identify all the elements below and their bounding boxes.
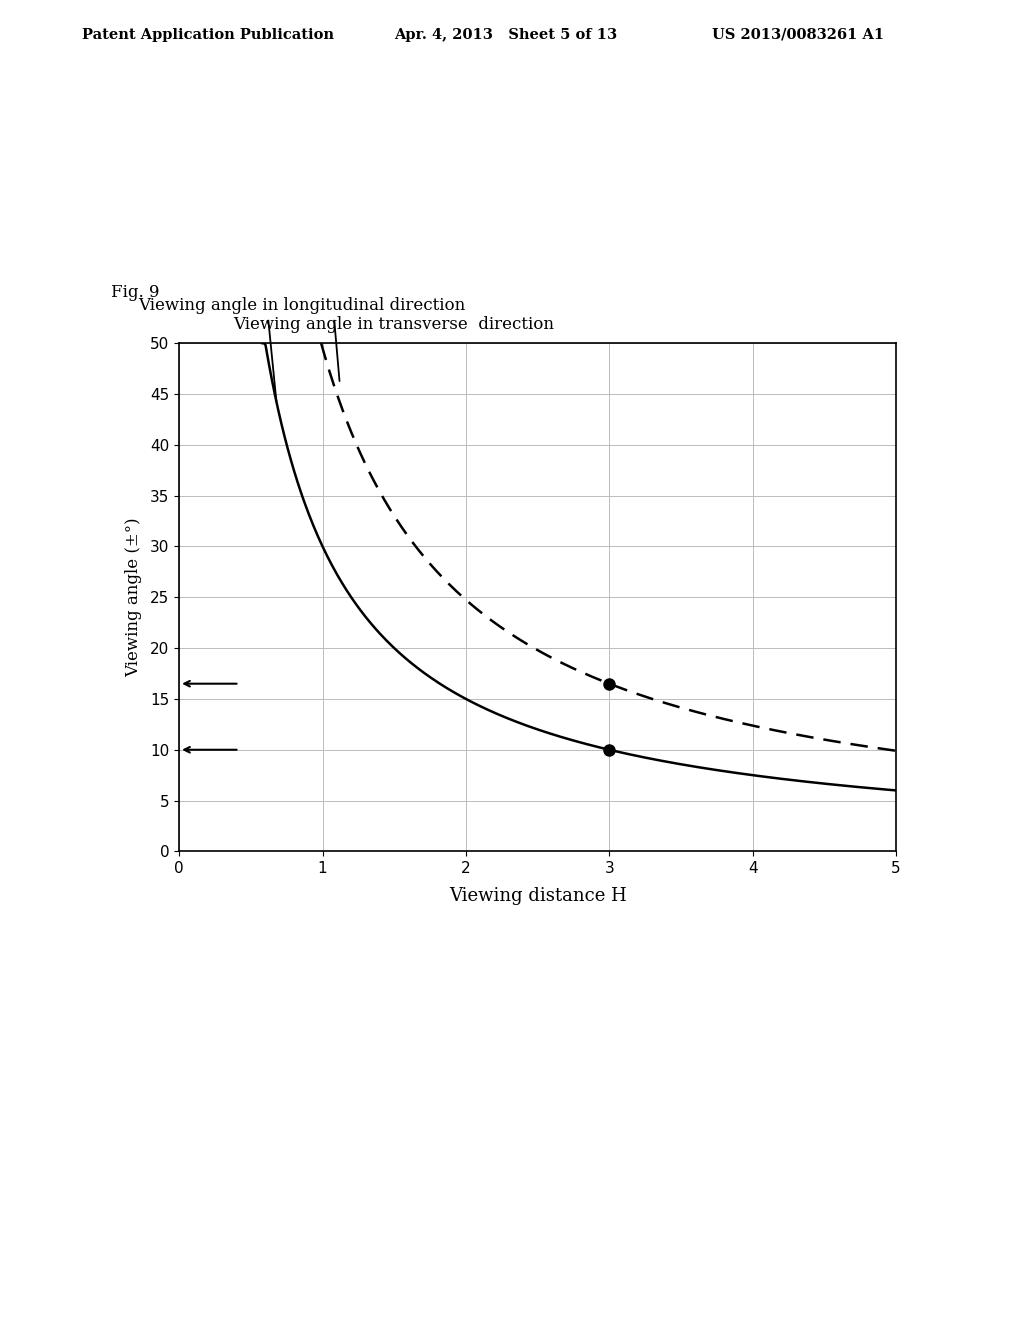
Text: Apr. 4, 2013   Sheet 5 of 13: Apr. 4, 2013 Sheet 5 of 13 [394, 28, 617, 42]
X-axis label: Viewing distance H: Viewing distance H [449, 887, 627, 906]
Text: Viewing angle in longitudinal direction: Viewing angle in longitudinal direction [138, 297, 466, 314]
Text: Patent Application Publication: Patent Application Publication [82, 28, 334, 42]
Y-axis label: Viewing angle (±°): Viewing angle (±°) [125, 517, 141, 677]
Text: US 2013/0083261 A1: US 2013/0083261 A1 [712, 28, 884, 42]
Text: Viewing angle in transverse  direction: Viewing angle in transverse direction [233, 315, 554, 333]
Text: Fig. 9: Fig. 9 [111, 284, 159, 301]
